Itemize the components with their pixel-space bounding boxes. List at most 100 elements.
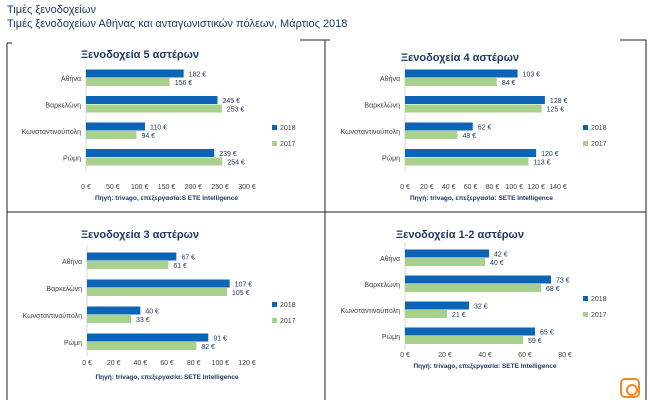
bar-2018 — [405, 327, 535, 336]
source-note: Πηγή: trivago, επεξεργασία: SETE Intelli… — [410, 195, 553, 202]
x-tick-label: 250 € — [211, 184, 229, 191]
data-label: 67 € — [181, 255, 195, 262]
bar-2017 — [405, 310, 447, 318]
data-label: 239 € — [219, 151, 237, 158]
category-label: Κωνσταντινούπολη — [21, 128, 81, 136]
x-tick-label: 60 € — [518, 352, 532, 359]
category-label: Αθήνα — [61, 76, 81, 83]
bar-2018 — [405, 301, 469, 310]
x-tick-label: 60 € — [464, 184, 478, 191]
chart-title: Ξενοδοχεία 3 αστέρων — [81, 229, 199, 241]
page-title: Τιμές ξενοδοχείων — [7, 4, 96, 16]
bar-2018 — [405, 149, 537, 157]
data-label: 91 € — [213, 336, 227, 343]
legend-swatch-2017 — [583, 141, 588, 146]
bar-2017 — [405, 104, 542, 113]
chart-title: Ξενοδοχεία 5 αστέρων — [81, 49, 199, 61]
data-label: 94 € — [141, 133, 155, 140]
x-tick-label: 50 € — [106, 184, 120, 191]
data-label: 107 € — [235, 282, 253, 289]
category-label: Αθήνα — [380, 256, 400, 263]
data-label: 125 € — [547, 107, 565, 114]
data-label: 120 € — [541, 151, 559, 158]
bar-2017 — [87, 261, 169, 269]
x-tick-label: 0 € — [400, 184, 410, 191]
x-tick-label: 40 € — [478, 352, 492, 359]
bar-2018 — [405, 69, 518, 78]
data-label: 182 € — [189, 72, 207, 79]
data-label: 82 € — [201, 344, 215, 351]
x-tick-label: 200 € — [185, 184, 203, 191]
data-label: 156 € — [175, 80, 193, 87]
legend-swatch-2018 — [272, 302, 277, 307]
legend-swatch-2017 — [272, 141, 277, 146]
x-tick-label: 300 € — [238, 184, 256, 191]
bar-2017 — [86, 157, 223, 166]
x-tick-label: 20 € — [438, 352, 452, 359]
bar-2017 — [86, 131, 137, 139]
chart-title: Ξενοδοχεία 1-2 αστέρων — [396, 229, 524, 241]
x-tick-label: 120 € — [527, 184, 545, 191]
bar-2017 — [405, 78, 497, 86]
category-label: Ρώμη — [64, 339, 82, 347]
x-tick-label: 60 € — [160, 360, 174, 367]
bar-2017 — [86, 78, 170, 86]
x-tick-label: 150 € — [158, 184, 176, 191]
page-subtitle: Τιμές ξενοδοχείων Αθήνας και ανταγωνιστι… — [7, 18, 348, 30]
bar-2018 — [405, 96, 545, 104]
category-label: Βαρκελώνη — [46, 285, 82, 293]
data-label: 40 € — [490, 260, 504, 267]
category-label: Κωνσταντινούπολη — [22, 312, 82, 320]
x-tick-label: 80 € — [187, 360, 201, 367]
legend-label: 2018 — [591, 296, 607, 303]
x-tick-label: 140 € — [549, 184, 567, 191]
data-label: 103 € — [523, 72, 541, 79]
data-label: 48 € — [462, 133, 476, 140]
bar-2018 — [87, 279, 230, 288]
x-tick-label: 20 € — [107, 360, 121, 367]
data-label: 105 € — [232, 290, 250, 297]
data-label: 33 € — [136, 317, 150, 324]
source-note: Πηγή: trivago, επεξεργασία: SETE Intelli… — [95, 374, 238, 381]
data-label: 59 € — [528, 338, 542, 345]
legend-swatch-2018 — [272, 125, 277, 130]
x-tick-label: 40 € — [134, 360, 148, 367]
category-label: Ρώμη — [382, 333, 400, 341]
category-label: Βαρκελώνη — [45, 102, 81, 110]
legend-swatch-2017 — [272, 318, 277, 323]
legend-label: 2017 — [591, 312, 607, 319]
logo-icon — [620, 378, 640, 398]
bar-2018 — [86, 149, 215, 157]
bar-2018 — [87, 306, 141, 315]
bar-2018 — [87, 252, 177, 261]
legend-label: 2017 — [591, 141, 607, 148]
category-label: Κωνσταντινούπολη — [340, 128, 400, 136]
bar-2018 — [87, 333, 209, 342]
bar-2018 — [86, 96, 218, 104]
data-label: 84 € — [502, 80, 516, 87]
legend-label: 2017 — [280, 141, 296, 148]
data-label: 61 € — [173, 263, 187, 270]
legend-label: 2018 — [280, 302, 296, 309]
category-label: Αθήνα — [62, 259, 82, 266]
data-label: 68 € — [546, 286, 560, 293]
data-label: 65 € — [540, 330, 554, 337]
bar-2017 — [405, 258, 485, 266]
category-label: Ρώμη — [63, 155, 81, 163]
bar-2017 — [87, 288, 227, 296]
category-label: Βαρκελώνη — [364, 102, 400, 110]
bar-2018 — [86, 69, 184, 78]
data-label: 73 € — [556, 278, 570, 285]
x-tick-label: 0 € — [82, 360, 92, 367]
data-label: 245 € — [222, 98, 240, 105]
data-label: 40 € — [145, 309, 159, 316]
bar-2017 — [86, 104, 222, 113]
bar-2017 — [87, 342, 197, 350]
legend-swatch-2018 — [583, 296, 588, 301]
data-label: 254 € — [227, 160, 245, 167]
x-tick-label: 100 € — [506, 184, 524, 191]
legend-swatch-2017 — [583, 312, 588, 317]
legend-swatch-2018 — [583, 125, 588, 130]
